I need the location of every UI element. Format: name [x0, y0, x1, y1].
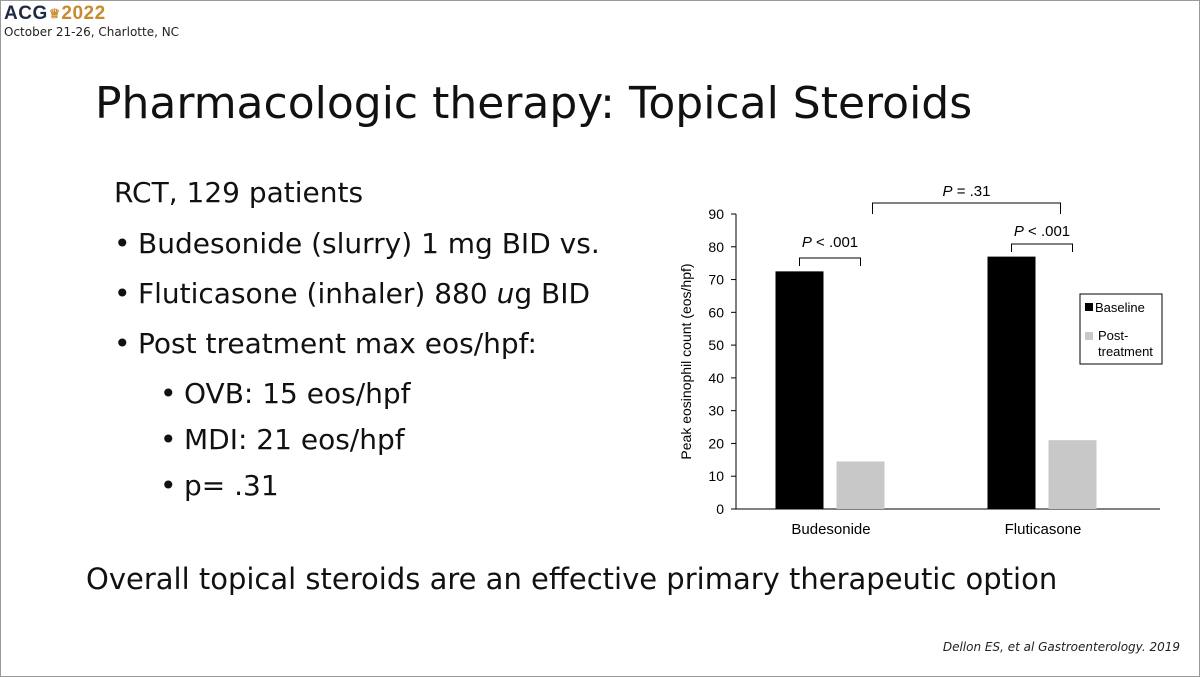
p-value-text: = .31: [953, 183, 991, 200]
y-tick-label: 10: [708, 468, 724, 484]
bullet-list: • Budesonide (slurry) 1 mg BID vs. • Fluti…: [114, 224, 600, 512]
y-tick-label: 60: [708, 304, 724, 320]
x-category-label: Fluticasone: [1005, 521, 1082, 538]
y-tick-label: 90: [708, 206, 724, 222]
p-value-annotation: P < .001: [802, 234, 858, 251]
sub-bullet-item: • MDI: 21 eos/hpf: [160, 420, 600, 466]
legend-label-baseline: Baseline: [1095, 300, 1145, 315]
logo-acg-text: ACG: [4, 3, 48, 24]
p-symbol: P: [943, 183, 953, 200]
y-axis-label: Peak eosinophil count (eos/hpf): [678, 263, 694, 459]
x-category-label: Budesonide: [791, 521, 870, 538]
citation: Dellon ES, et al Gastroenterology. 2019: [942, 640, 1180, 654]
y-tick-label: 50: [708, 337, 724, 353]
p-value-text: < .001: [1024, 223, 1070, 240]
bar-post-treatment: [1048, 440, 1097, 509]
y-tick-label: 0: [716, 501, 724, 517]
legend-label-post-treatment: Post-: [1098, 328, 1128, 343]
bullet-dot-icon: •: [114, 227, 131, 260]
legend-swatch-baseline: [1085, 303, 1093, 311]
y-tick-label: 20: [708, 435, 724, 451]
conclusion-text: Overall topical steroids are an effectiv…: [86, 562, 1058, 596]
bullet-item: • Budesonide (slurry) 1 mg BID vs.: [114, 224, 600, 274]
legend-box: [1079, 293, 1163, 365]
p-value-text: < .001: [812, 234, 858, 251]
p-value-annotation: P < .001: [1014, 223, 1070, 240]
y-tick-label: 80: [708, 239, 724, 255]
legend-label-post-treatment-2: treatment: [1098, 344, 1153, 359]
bullet-text: MDI: 21 eos/hpf: [184, 423, 405, 456]
crown-icon: ♕: [48, 6, 61, 21]
bullet-text: Fluticasone (inhaler) 880 ug BID: [138, 277, 591, 310]
p-value-annotation: P = .31: [943, 183, 991, 200]
logo-wordmark: ACG ♕ 2022: [4, 4, 179, 24]
unit-micro-italic: u: [496, 277, 515, 310]
significance-bracket: [872, 202, 1061, 214]
logo-year-text: 2022: [61, 3, 106, 24]
bullet-dot-icon: •: [114, 277, 131, 310]
sub-bullet-item: • p= .31: [160, 466, 600, 512]
conference-dates: October 21-26, Charlotte, NC: [4, 25, 180, 39]
bullet-text: Budesonide (slurry) 1 mg BID vs.: [138, 227, 600, 260]
legend-swatch-post-treatment: [1085, 332, 1093, 340]
bullet-dot-icon: •: [114, 327, 131, 360]
slide-title: Pharmacologic therapy: Topical Steroids: [95, 78, 973, 129]
p-symbol: P: [1014, 223, 1024, 240]
bullet-item: • Post treatment max eos/hpf:: [114, 324, 600, 374]
significance-bracket: [1011, 243, 1073, 252]
y-tick-label: 70: [708, 272, 724, 288]
study-intro: RCT, 129 patients: [114, 176, 364, 209]
bullet-dot-icon: •: [160, 423, 177, 456]
y-tick-label: 30: [708, 403, 724, 419]
bullet-text: Post treatment max eos/hpf:: [138, 327, 537, 360]
conference-logo: ACG ♕ 2022 October 21-26, Charlotte, NC: [4, 4, 180, 40]
bullet-text: p= .31: [184, 469, 279, 502]
sub-bullet-item: • OVB: 15 eos/hpf: [160, 374, 600, 420]
eosinophil-chart: 0 10 20 30 40 50 60 70 80 90 Peak eosinophil count…: [660, 170, 1180, 554]
bullet-dot-icon: •: [160, 469, 177, 502]
y-tick-label: 40: [708, 370, 724, 386]
bar-post-treatment: [836, 461, 885, 509]
p-symbol: P: [802, 234, 812, 251]
significance-bracket: [799, 257, 861, 266]
bar-baseline: [987, 256, 1036, 509]
bullet-item: • Fluticasone (inhaler) 880 ug BID: [114, 274, 600, 324]
bar-baseline: [775, 271, 824, 509]
bullet-text: OVB: 15 eos/hpf: [184, 377, 411, 410]
bar-chart-svg: 0 10 20 30 40 50 60 70 80 90 Peak eosinophil count…: [678, 183, 1163, 538]
bullet-dot-icon: •: [160, 377, 177, 410]
